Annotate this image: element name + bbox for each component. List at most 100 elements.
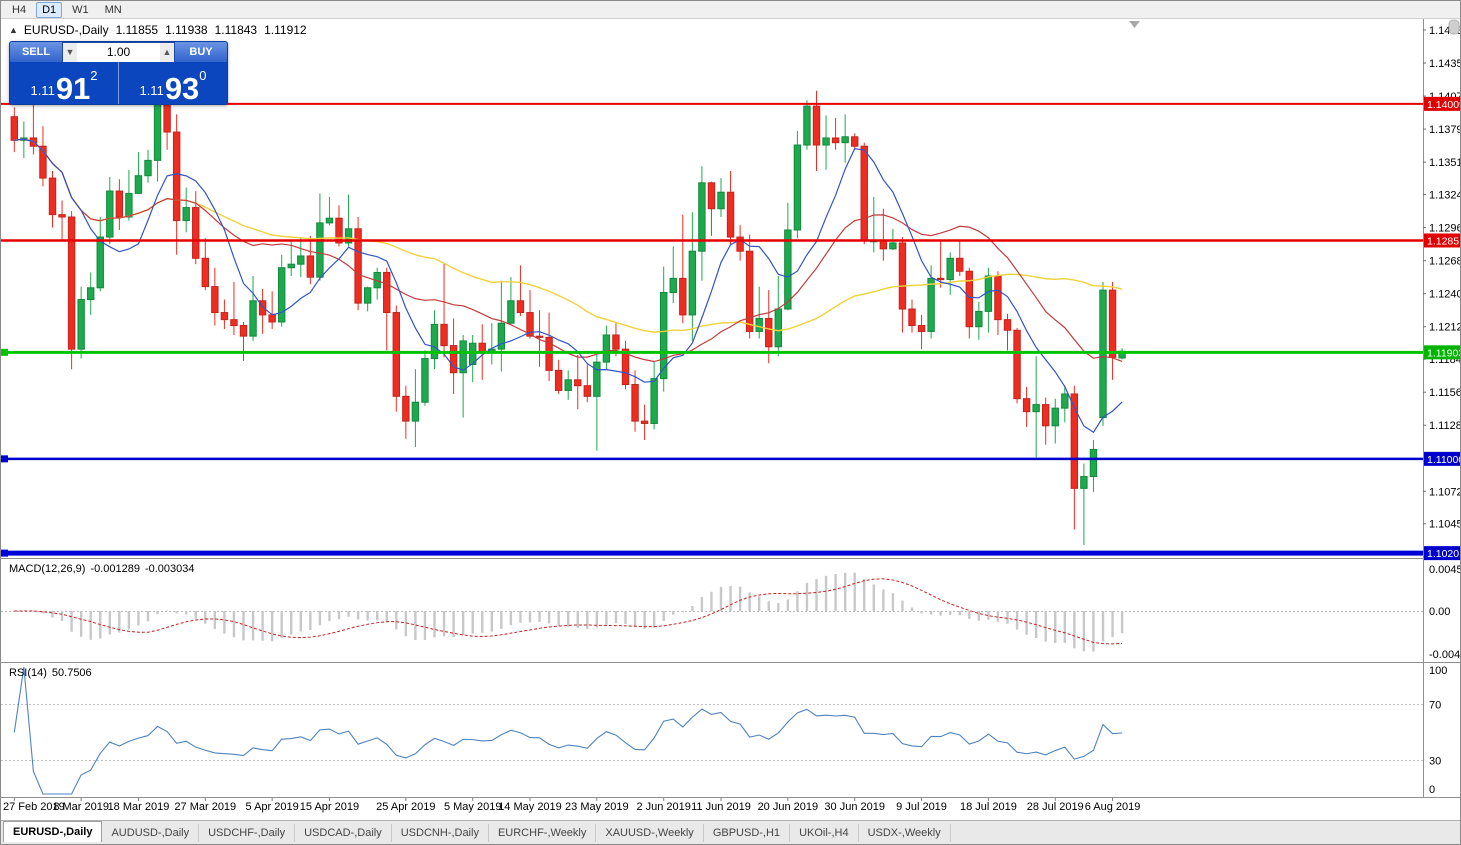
macd-axis-label: 0.004517 [1429, 564, 1461, 576]
price-tick-label: 1.11565 [1429, 387, 1461, 399]
date-label: 18 Jul 2019 [960, 801, 1017, 813]
price-marker-box [1424, 546, 1460, 561]
rsi-axis-label: 0 [1429, 784, 1435, 796]
price-marker-box [1424, 96, 1460, 111]
sell-button[interactable]: SELL [10, 42, 63, 62]
rsi-name: RSI(14) [9, 667, 47, 679]
macd-panel: 0.004517 0.00 -0.004806 [1, 564, 1461, 661]
macd-main-value: -0.001289 [90, 563, 140, 575]
price-tick-label: 1.13515 [1429, 157, 1461, 169]
price-marker-box [1424, 345, 1460, 360]
rsi-axis-label: 100 [1429, 665, 1447, 677]
price-tick-label: 1.14355 [1429, 58, 1461, 70]
chart-tab-usdcnh-daily[interactable]: USDCNH-,Daily [392, 824, 489, 842]
price-tick-label: 1.12400 [1429, 289, 1461, 301]
date-label: 18 Mar 2019 [108, 801, 170, 813]
chart-shift-marker-icon [1129, 21, 1140, 28]
chart-tab-eurusd-daily[interactable]: EURUSD-,Daily [3, 821, 103, 842]
chart-tab-audusd-daily[interactable]: AUDUSD-,Daily [102, 824, 200, 842]
date-label: 11 Jun 2019 [691, 801, 751, 813]
date-label: 2 Jun 2019 [636, 801, 690, 813]
low-value: 1.11843 [214, 23, 258, 37]
price-axis: 1.146351.143551.140751.137951.135151.132… [1423, 25, 1461, 561]
price-marker-label: 1.14009 [1427, 99, 1461, 111]
price-tick-label: 1.10725 [1429, 486, 1461, 498]
buy-price-small: 1.11 [139, 83, 164, 98]
macd-signal-value: -0.003034 [144, 563, 195, 575]
symbol-period-label: EURUSD-,Daily [23, 23, 109, 37]
chart-tab-usdchf-daily[interactable]: USDCHF-,Daily [199, 824, 296, 842]
macd-name: MACD(12,26,9) [9, 563, 86, 575]
date-label: 27 Mar 2019 [174, 801, 236, 813]
price-marker-label: 1.11000 [1427, 454, 1461, 466]
date-label: 5 May 2019 [444, 801, 501, 813]
chart-title: ▲ EURUSD-,Daily 1.11855 1.11938 1.11843 … [9, 23, 307, 37]
buy-price-display[interactable]: 1.11 93 0 [119, 62, 227, 104]
price-marker-label: 1.11903 [1427, 347, 1461, 359]
chart-tab-usdcad-daily[interactable]: USDCAD-,Daily [295, 824, 392, 842]
price-marker-label: 1.10201 [1427, 548, 1461, 560]
buy-button[interactable]: BUY [174, 42, 227, 62]
date-label: 15 Apr 2019 [300, 801, 359, 813]
date-label: 14 May 2019 [498, 801, 562, 813]
volume-stepper: ▼ 1.00 ▲ [63, 42, 174, 62]
close-value: 1.11912 [264, 23, 307, 37]
buy-price-sup: 0 [199, 68, 207, 83]
volume-input[interactable]: 1.00 [77, 43, 160, 62]
date-label: 9 Jul 2019 [896, 801, 947, 813]
date-label: 30 Jun 2019 [824, 801, 885, 813]
sell-price-sup: 2 [90, 68, 98, 83]
price-tick-label: 1.13240 [1429, 190, 1461, 202]
timeframe-button-mn[interactable]: MN [104, 3, 122, 16]
chart-tab-xauusd-weekly[interactable]: XAUUSD-,Weekly [596, 824, 704, 842]
vertical-scrollbar-thumb[interactable] [1448, 19, 1460, 35]
rsi-value: 50.7506 [51, 667, 92, 679]
macd-axis-label: -0.004806 [1429, 649, 1461, 661]
sell-price-display[interactable]: 1.11 91 2 [10, 62, 119, 104]
price-tick-label: 1.12680 [1429, 256, 1461, 268]
buy-price-big: 93 [164, 70, 200, 105]
date-label: 28 Jul 2019 [1027, 801, 1084, 813]
date-label: 27 Feb 2019 [3, 801, 65, 813]
sell-price-big: 91 [55, 70, 91, 105]
price-tick-label: 1.13795 [1429, 124, 1461, 136]
price-tick-label: 1.10450 [1429, 519, 1461, 531]
timeframe-button-w1[interactable]: W1 [72, 3, 89, 16]
date-label: 23 May 2019 [565, 801, 629, 813]
chart-tab-eurchf-weekly[interactable]: EURCHF-,Weekly [489, 824, 597, 842]
volume-increase-button[interactable]: ▲ [160, 43, 174, 62]
price-tick-label: 1.11285 [1429, 420, 1461, 432]
date-label: 6 Aug 2019 [1085, 801, 1141, 813]
chart-tab-ukoil-h4[interactable]: UKOil-,H4 [790, 824, 859, 842]
macd-axis-label: 0.00 [1429, 606, 1450, 618]
timeframe-button-h4[interactable]: H4 [12, 3, 27, 16]
timeframe-button-d1[interactable]: D1 [36, 1, 63, 18]
price-tick-label: 1.12960 [1429, 223, 1461, 235]
rsi-axis-label: 70 [1429, 700, 1441, 712]
rsi-panel: 100 70 30 0 [1, 665, 1447, 796]
price-marker-box [1424, 451, 1460, 466]
candlesticks [10, 82, 1126, 545]
chart-tab-gbpusd-h1[interactable]: GBPUSD-,H1 [704, 824, 791, 842]
high-value: 1.11938 [165, 23, 208, 37]
open-value: 1.11855 [115, 23, 159, 37]
timeframe-toolbar: H4 D1 W1 MN [1, 1, 1460, 19]
sell-price-small: 1.11 [30, 83, 55, 98]
chart-tab-usdx-weekly[interactable]: USDX-,Weekly [859, 824, 951, 842]
horizontal-line-objects[interactable] [1, 102, 1423, 557]
one-click-panel-toggle-icon[interactable]: ▲ [9, 25, 18, 35]
one-click-trading-panel: SELL ▼ 1.00 ▲ BUY 1.11 91 2 1.11 93 0 [9, 41, 228, 105]
panel-separators [1, 19, 1460, 798]
rsi-axis-label: 30 [1429, 756, 1441, 768]
volume-decrease-button[interactable]: ▼ [63, 43, 77, 62]
price-marker-box [1424, 233, 1460, 248]
price-tick-label: 1.12120 [1429, 322, 1461, 334]
rsi-label: RSI(14) 50.7506 [9, 667, 97, 679]
date-label: 5 Apr 2019 [246, 801, 299, 813]
macd-label: MACD(12,26,9) -0.001289 -0.003034 [9, 563, 200, 575]
date-label: 25 Apr 2019 [376, 801, 435, 813]
